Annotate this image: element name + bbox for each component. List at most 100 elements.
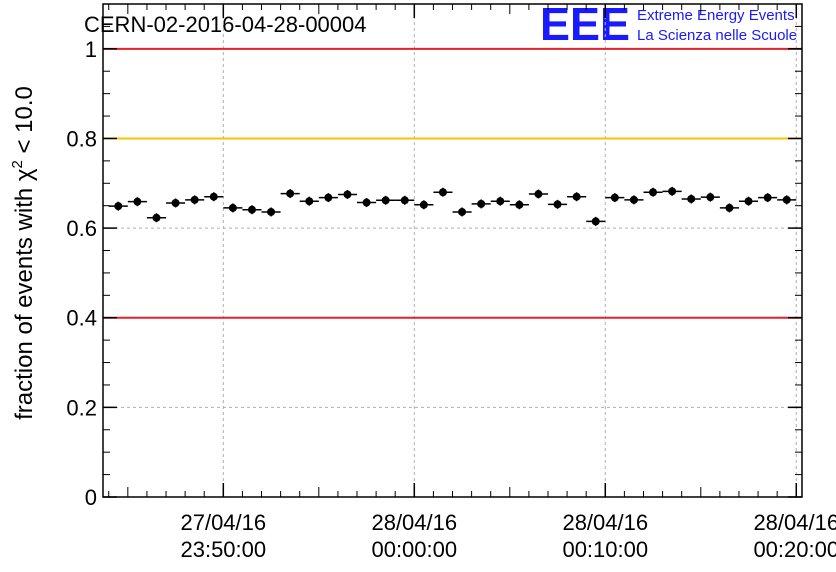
data-point bbox=[758, 193, 778, 203]
data-point bbox=[662, 186, 682, 196]
data-points bbox=[108, 186, 797, 226]
data-point bbox=[528, 189, 548, 199]
x-tick-time: 23:50:00 bbox=[180, 537, 266, 562]
point-marker bbox=[381, 196, 390, 205]
y-axis-label-exponent: 2 bbox=[9, 160, 26, 168]
y-axis-label-symbol: χ bbox=[11, 168, 38, 181]
point-marker bbox=[171, 198, 180, 207]
data-point bbox=[490, 196, 510, 206]
data-point bbox=[700, 192, 720, 202]
data-point bbox=[777, 195, 797, 205]
point-marker bbox=[152, 213, 161, 222]
data-point bbox=[185, 195, 205, 205]
data-point bbox=[337, 189, 358, 199]
data-point bbox=[509, 200, 529, 210]
data-point bbox=[567, 192, 587, 202]
point-marker bbox=[725, 203, 734, 212]
point-marker bbox=[668, 187, 677, 196]
point-marker bbox=[534, 190, 543, 199]
point-marker bbox=[286, 189, 295, 198]
x-tick-labels: 27/04/1623:50:0028/04/1600:00:0028/04/16… bbox=[180, 510, 836, 562]
x-tick-date: 28/04/16 bbox=[562, 510, 648, 535]
y-axis-label: fraction of events with χ2 < 10.0 bbox=[9, 86, 38, 420]
y-axis-label-suffix: < 10.0 bbox=[11, 86, 38, 160]
data-point bbox=[318, 193, 338, 203]
y-tick-label: 0.8 bbox=[66, 126, 97, 151]
point-marker bbox=[114, 202, 123, 211]
point-marker bbox=[305, 197, 314, 206]
data-point bbox=[146, 213, 167, 223]
data-point bbox=[452, 207, 472, 217]
x-tick-time: 00:10:00 bbox=[562, 537, 648, 562]
data-point bbox=[127, 197, 147, 207]
data-point bbox=[681, 194, 701, 204]
point-marker bbox=[228, 203, 237, 212]
data-point bbox=[395, 195, 415, 205]
data-point bbox=[166, 198, 186, 208]
eee-logo: EEE Extreme Energy Events La Scienza nel… bbox=[540, 0, 797, 50]
data-point bbox=[261, 207, 281, 217]
data-point bbox=[738, 196, 759, 206]
x-tick-date: 27/04/16 bbox=[180, 510, 266, 535]
data-point bbox=[108, 201, 128, 211]
plot-frame bbox=[102, 3, 803, 498]
point-marker bbox=[343, 190, 352, 199]
point-marker bbox=[190, 195, 199, 204]
y-tick-labels: 0 0.2 0.4 0.6 0.8 1 bbox=[66, 37, 97, 510]
axis-ticks bbox=[103, 3, 802, 498]
reference-lines bbox=[103, 47, 802, 319]
y-tick-label: 0.2 bbox=[66, 395, 97, 420]
data-point bbox=[433, 187, 453, 197]
point-marker bbox=[458, 207, 467, 216]
data-point bbox=[299, 196, 319, 206]
point-marker bbox=[572, 192, 581, 201]
chart-title: CERN-02-2016-04-28-00004 bbox=[84, 12, 367, 37]
point-marker bbox=[496, 197, 505, 206]
data-point bbox=[223, 203, 243, 213]
point-marker bbox=[400, 196, 409, 205]
point-marker bbox=[591, 217, 600, 226]
point-marker bbox=[477, 199, 486, 208]
data-point bbox=[204, 192, 224, 202]
y-tick-label: 1 bbox=[85, 37, 97, 62]
y-tick-label: 0.4 bbox=[66, 306, 97, 331]
data-point bbox=[242, 205, 262, 215]
data-point bbox=[376, 195, 396, 205]
data-point bbox=[643, 187, 663, 197]
x-tick-date: 28/04/16 bbox=[371, 510, 457, 535]
point-marker bbox=[133, 197, 142, 206]
point-marker bbox=[362, 198, 371, 207]
y-tick-label: 0 bbox=[85, 485, 97, 510]
point-marker bbox=[324, 193, 333, 202]
data-point bbox=[624, 195, 644, 205]
data-point bbox=[547, 199, 568, 209]
x-tick-time: 00:20:00 bbox=[753, 537, 836, 562]
point-marker bbox=[419, 200, 428, 209]
grid-lines bbox=[103, 4, 802, 497]
logo-line-2: La Scienza nelle Scuole bbox=[637, 27, 797, 44]
logo-letters: EEE bbox=[540, 0, 630, 50]
point-marker bbox=[553, 200, 562, 209]
data-point bbox=[414, 200, 434, 210]
point-marker bbox=[610, 193, 619, 202]
point-marker bbox=[515, 200, 524, 209]
y-tick-label: 0.6 bbox=[66, 216, 97, 241]
point-marker bbox=[649, 188, 658, 197]
x-tick-time: 00:00:00 bbox=[371, 537, 457, 562]
point-marker bbox=[782, 195, 791, 204]
point-marker bbox=[267, 207, 276, 216]
data-point bbox=[357, 198, 377, 208]
data-point bbox=[471, 199, 491, 209]
y-axis-label-prefix: fraction of events with bbox=[11, 181, 38, 420]
point-marker bbox=[247, 205, 256, 214]
point-marker bbox=[209, 192, 218, 201]
x-tick-date: 28/04/16 bbox=[753, 510, 836, 535]
logo-line-1: Extreme Energy Events bbox=[637, 7, 795, 24]
data-point bbox=[280, 189, 300, 199]
data-point bbox=[586, 216, 606, 226]
point-marker bbox=[744, 197, 753, 206]
point-marker bbox=[629, 195, 638, 204]
data-point bbox=[605, 193, 625, 203]
point-marker bbox=[706, 193, 715, 202]
